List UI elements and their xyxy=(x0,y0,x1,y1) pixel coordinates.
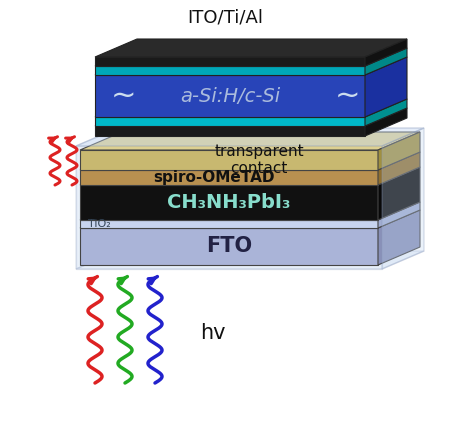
Polygon shape xyxy=(80,210,420,228)
Polygon shape xyxy=(365,57,407,117)
Polygon shape xyxy=(80,170,378,185)
Polygon shape xyxy=(80,185,378,220)
Polygon shape xyxy=(80,167,420,185)
Polygon shape xyxy=(76,146,382,269)
Polygon shape xyxy=(365,99,407,126)
Polygon shape xyxy=(365,48,407,75)
Polygon shape xyxy=(80,150,378,170)
Text: transparent
contact: transparent contact xyxy=(214,144,304,176)
Polygon shape xyxy=(80,228,378,265)
Polygon shape xyxy=(95,108,407,126)
Polygon shape xyxy=(95,39,407,57)
Polygon shape xyxy=(95,99,407,117)
Polygon shape xyxy=(95,48,407,66)
Polygon shape xyxy=(76,251,424,269)
Text: ~: ~ xyxy=(334,81,360,110)
Polygon shape xyxy=(378,152,420,185)
Polygon shape xyxy=(76,128,424,146)
Polygon shape xyxy=(378,132,420,170)
Polygon shape xyxy=(80,132,420,150)
Polygon shape xyxy=(382,128,424,269)
Text: CH₃NH₃PbI₃: CH₃NH₃PbI₃ xyxy=(167,193,291,212)
Polygon shape xyxy=(76,128,118,269)
Polygon shape xyxy=(95,57,407,75)
Text: TiO₂: TiO₂ xyxy=(88,219,111,229)
Polygon shape xyxy=(95,117,365,126)
Polygon shape xyxy=(378,167,420,220)
Polygon shape xyxy=(378,202,420,228)
Polygon shape xyxy=(378,210,420,265)
Polygon shape xyxy=(80,152,420,170)
Polygon shape xyxy=(95,66,365,75)
Text: hv: hv xyxy=(200,323,225,343)
Polygon shape xyxy=(80,202,420,220)
Polygon shape xyxy=(365,108,407,136)
Polygon shape xyxy=(95,75,365,117)
Text: spiro-OMeTAD: spiro-OMeTAD xyxy=(153,170,275,185)
Text: ITO/Ti/Al: ITO/Ti/Al xyxy=(187,8,263,26)
Text: ~: ~ xyxy=(110,81,136,110)
Polygon shape xyxy=(80,220,378,228)
Polygon shape xyxy=(95,57,365,66)
Text: FTO: FTO xyxy=(206,236,252,256)
Polygon shape xyxy=(365,39,407,66)
Text: a-Si:H/c-Si: a-Si:H/c-Si xyxy=(180,87,280,106)
Polygon shape xyxy=(95,126,365,136)
